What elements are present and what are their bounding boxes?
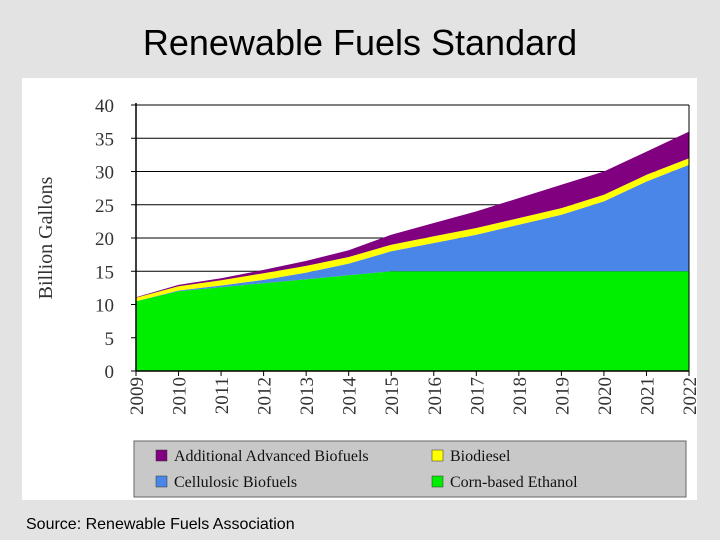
source-note: Source: Renewable Fuels Association bbox=[26, 516, 295, 533]
x-tick-label: 2017 bbox=[467, 377, 488, 415]
series-areas bbox=[136, 131, 689, 371]
x-tick-label: 2022 bbox=[680, 377, 697, 415]
x-tick-label: 2020 bbox=[595, 377, 616, 415]
legend-label-cellulosic-biofuels: Cellulosic Biofuels bbox=[174, 474, 297, 491]
page-title: Renewable Fuels Standard bbox=[142, 22, 578, 63]
legend-swatch-corn-based-ethanol bbox=[431, 475, 444, 488]
x-tick-label: 2012 bbox=[255, 377, 276, 415]
y-tick-label: 30 bbox=[95, 163, 114, 184]
legend-swatch-additional-advanced-biofuels bbox=[155, 449, 168, 462]
y-tick-label: 35 bbox=[95, 129, 114, 150]
chart-area: 0 5 10 15 20 25 30 35 40 2009 2010 2011 2012 2013 201… bbox=[22, 78, 697, 500]
legend-label-additional-advanced-biofuels: Additional Advanced Biofuels bbox=[174, 448, 369, 465]
y-tick-label: 20 bbox=[95, 229, 114, 250]
y-tick-label: 40 bbox=[95, 96, 114, 117]
legend-swatch-biodiesel bbox=[431, 449, 444, 462]
x-tick-label: 2015 bbox=[382, 377, 403, 415]
y-tick-label: 0 bbox=[105, 362, 115, 383]
legend-label-corn-based-ethanol: Corn-based Ethanol bbox=[450, 474, 578, 491]
axes bbox=[131, 103, 690, 376]
y-tick-label: 15 bbox=[95, 262, 114, 283]
area-cellulosic-biofuels bbox=[136, 164, 689, 302]
x-tick-labels: 2009 2010 2011 2012 2013 2014 2015 2016 2017 2018… bbox=[127, 377, 697, 416]
legend-swatch-cellulosic-biofuels bbox=[155, 475, 168, 488]
y-tick-labels: 0 5 10 15 20 25 30 35 40 bbox=[95, 96, 114, 383]
stacked-area-chart: 0 5 10 15 20 25 30 35 40 2009 2010 2011 2012 2013 201… bbox=[35, 96, 697, 498]
x-tick-label: 2011 bbox=[212, 377, 233, 414]
x-tick-label: 2016 bbox=[425, 377, 446, 415]
legend-box bbox=[133, 440, 687, 498]
y-tick-label: 10 bbox=[95, 296, 114, 317]
x-tick-label: 2014 bbox=[340, 377, 361, 416]
x-tick-label: 2010 bbox=[170, 377, 191, 415]
x-tick-label: 2009 bbox=[127, 377, 148, 415]
x-tick-label: 2021 bbox=[637, 377, 658, 415]
legend-label-biodiesel: Biodiesel bbox=[450, 448, 511, 465]
y-tick-label: 25 bbox=[95, 196, 114, 217]
legend: Additional Advanced Biofuels Biodiesel Cel… bbox=[133, 440, 687, 498]
area-corn-based-ethanol bbox=[136, 271, 689, 371]
area-biodiesel bbox=[136, 158, 689, 302]
x-tick-label: 2018 bbox=[510, 377, 531, 415]
y-axis-title: Billion Gallons bbox=[35, 176, 57, 299]
y-tick-label: 5 bbox=[105, 329, 115, 350]
x-tick-label: 2013 bbox=[297, 377, 318, 415]
x-tick-label: 2019 bbox=[552, 377, 573, 415]
